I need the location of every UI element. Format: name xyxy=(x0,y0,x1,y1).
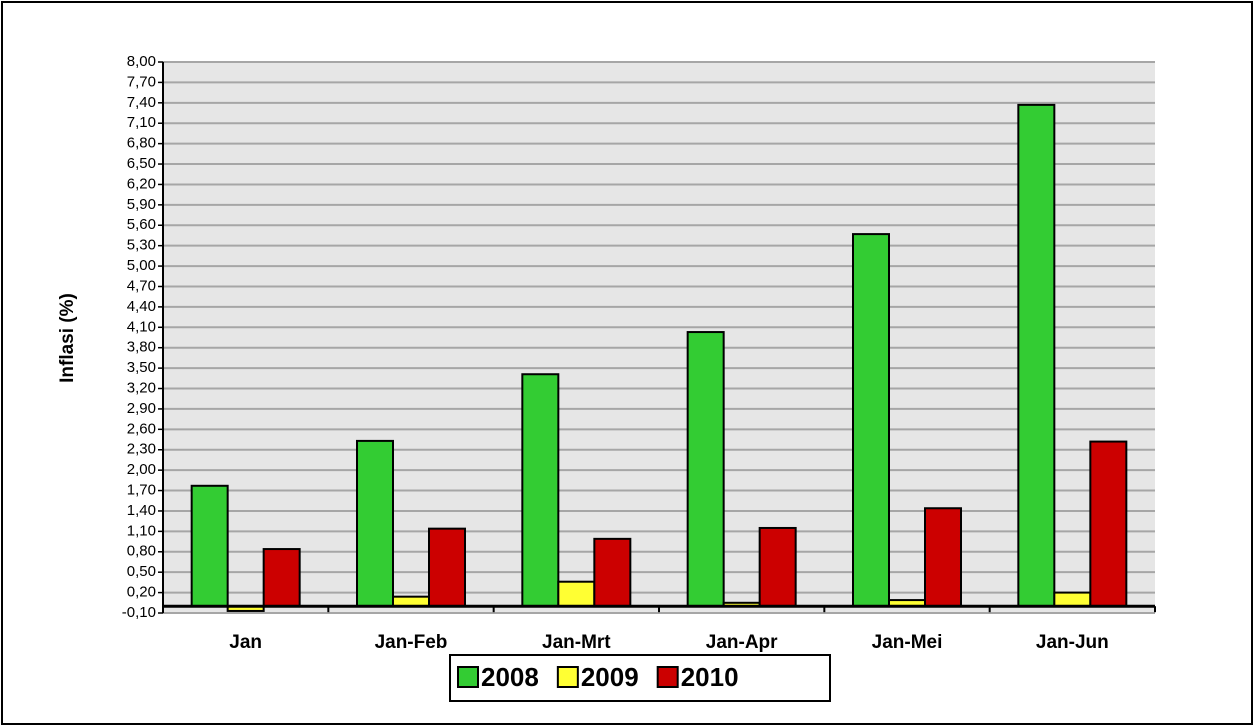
bar xyxy=(557,580,596,608)
bar xyxy=(1089,440,1128,608)
y-tick-label: 0,20 xyxy=(127,584,156,601)
bar xyxy=(924,507,962,608)
bar xyxy=(262,548,301,608)
bar xyxy=(190,484,229,608)
y-tick-label: 7,40 xyxy=(127,94,156,111)
y-tick-label: 7,10 xyxy=(127,114,156,131)
x-tick-label: Jan xyxy=(229,632,262,653)
y-tick-label: 2,60 xyxy=(127,420,156,437)
legend-label: 2010 xyxy=(681,662,739,692)
x-tick-label: Jan-Apr xyxy=(706,632,778,653)
legend-swatch xyxy=(656,666,679,688)
bar xyxy=(1017,103,1056,608)
legend xyxy=(449,654,831,702)
y-tick-label: 3,50 xyxy=(127,359,156,376)
bar xyxy=(1053,591,1092,608)
y-tick-label: 5,00 xyxy=(127,257,156,274)
y-tick-label: 3,20 xyxy=(127,379,156,396)
y-tick-label: 5,60 xyxy=(127,216,156,233)
y-axis-title: Inflasi (%) xyxy=(57,293,78,383)
legend-swatch xyxy=(457,666,479,688)
x-tick-label: Jan-Mei xyxy=(872,632,943,653)
y-tick-label: 0,80 xyxy=(127,543,156,560)
bar xyxy=(852,233,890,608)
bar xyxy=(356,439,394,608)
y-tick-label: 4,70 xyxy=(127,277,156,294)
plot-area xyxy=(163,62,1155,613)
y-tick-label: 6,50 xyxy=(127,155,156,172)
y-tick-label: 2,90 xyxy=(127,400,156,417)
y-tick-label: 5,30 xyxy=(127,237,156,254)
y-tick-label: 2,00 xyxy=(127,461,156,478)
bar xyxy=(686,331,725,608)
y-tick-label: 4,40 xyxy=(127,298,156,315)
y-tick-label: 0,50 xyxy=(127,563,156,580)
y-tick-label: 3,80 xyxy=(127,339,156,356)
x-tick-label: Jan-Jun xyxy=(1036,632,1109,653)
bar xyxy=(593,537,632,608)
y-tick-label: 6,80 xyxy=(127,135,156,152)
y-tick-label: 5,90 xyxy=(127,196,156,213)
y-tick-label: -0,10 xyxy=(122,604,156,621)
bar xyxy=(758,526,797,608)
y-tick-label: 7,70 xyxy=(127,73,156,90)
bar xyxy=(521,373,560,608)
bar xyxy=(428,527,466,608)
y-tick-label: 1,70 xyxy=(127,482,156,499)
y-tick-label: 1,10 xyxy=(127,522,156,539)
y-tick-label: 4,10 xyxy=(127,318,156,335)
x-tick-label: Jan-Mrt xyxy=(542,632,611,653)
legend-label: 2009 xyxy=(581,662,639,692)
y-tick-label: 6,20 xyxy=(127,175,156,192)
y-tick-label: 8,00 xyxy=(127,53,156,70)
y-tick-label: 1,40 xyxy=(127,502,156,519)
y-tick-label: 2,30 xyxy=(127,441,156,458)
legend-swatch xyxy=(556,666,579,688)
legend-label: 2008 xyxy=(481,662,539,692)
x-tick-label: Jan-Feb xyxy=(375,632,448,653)
